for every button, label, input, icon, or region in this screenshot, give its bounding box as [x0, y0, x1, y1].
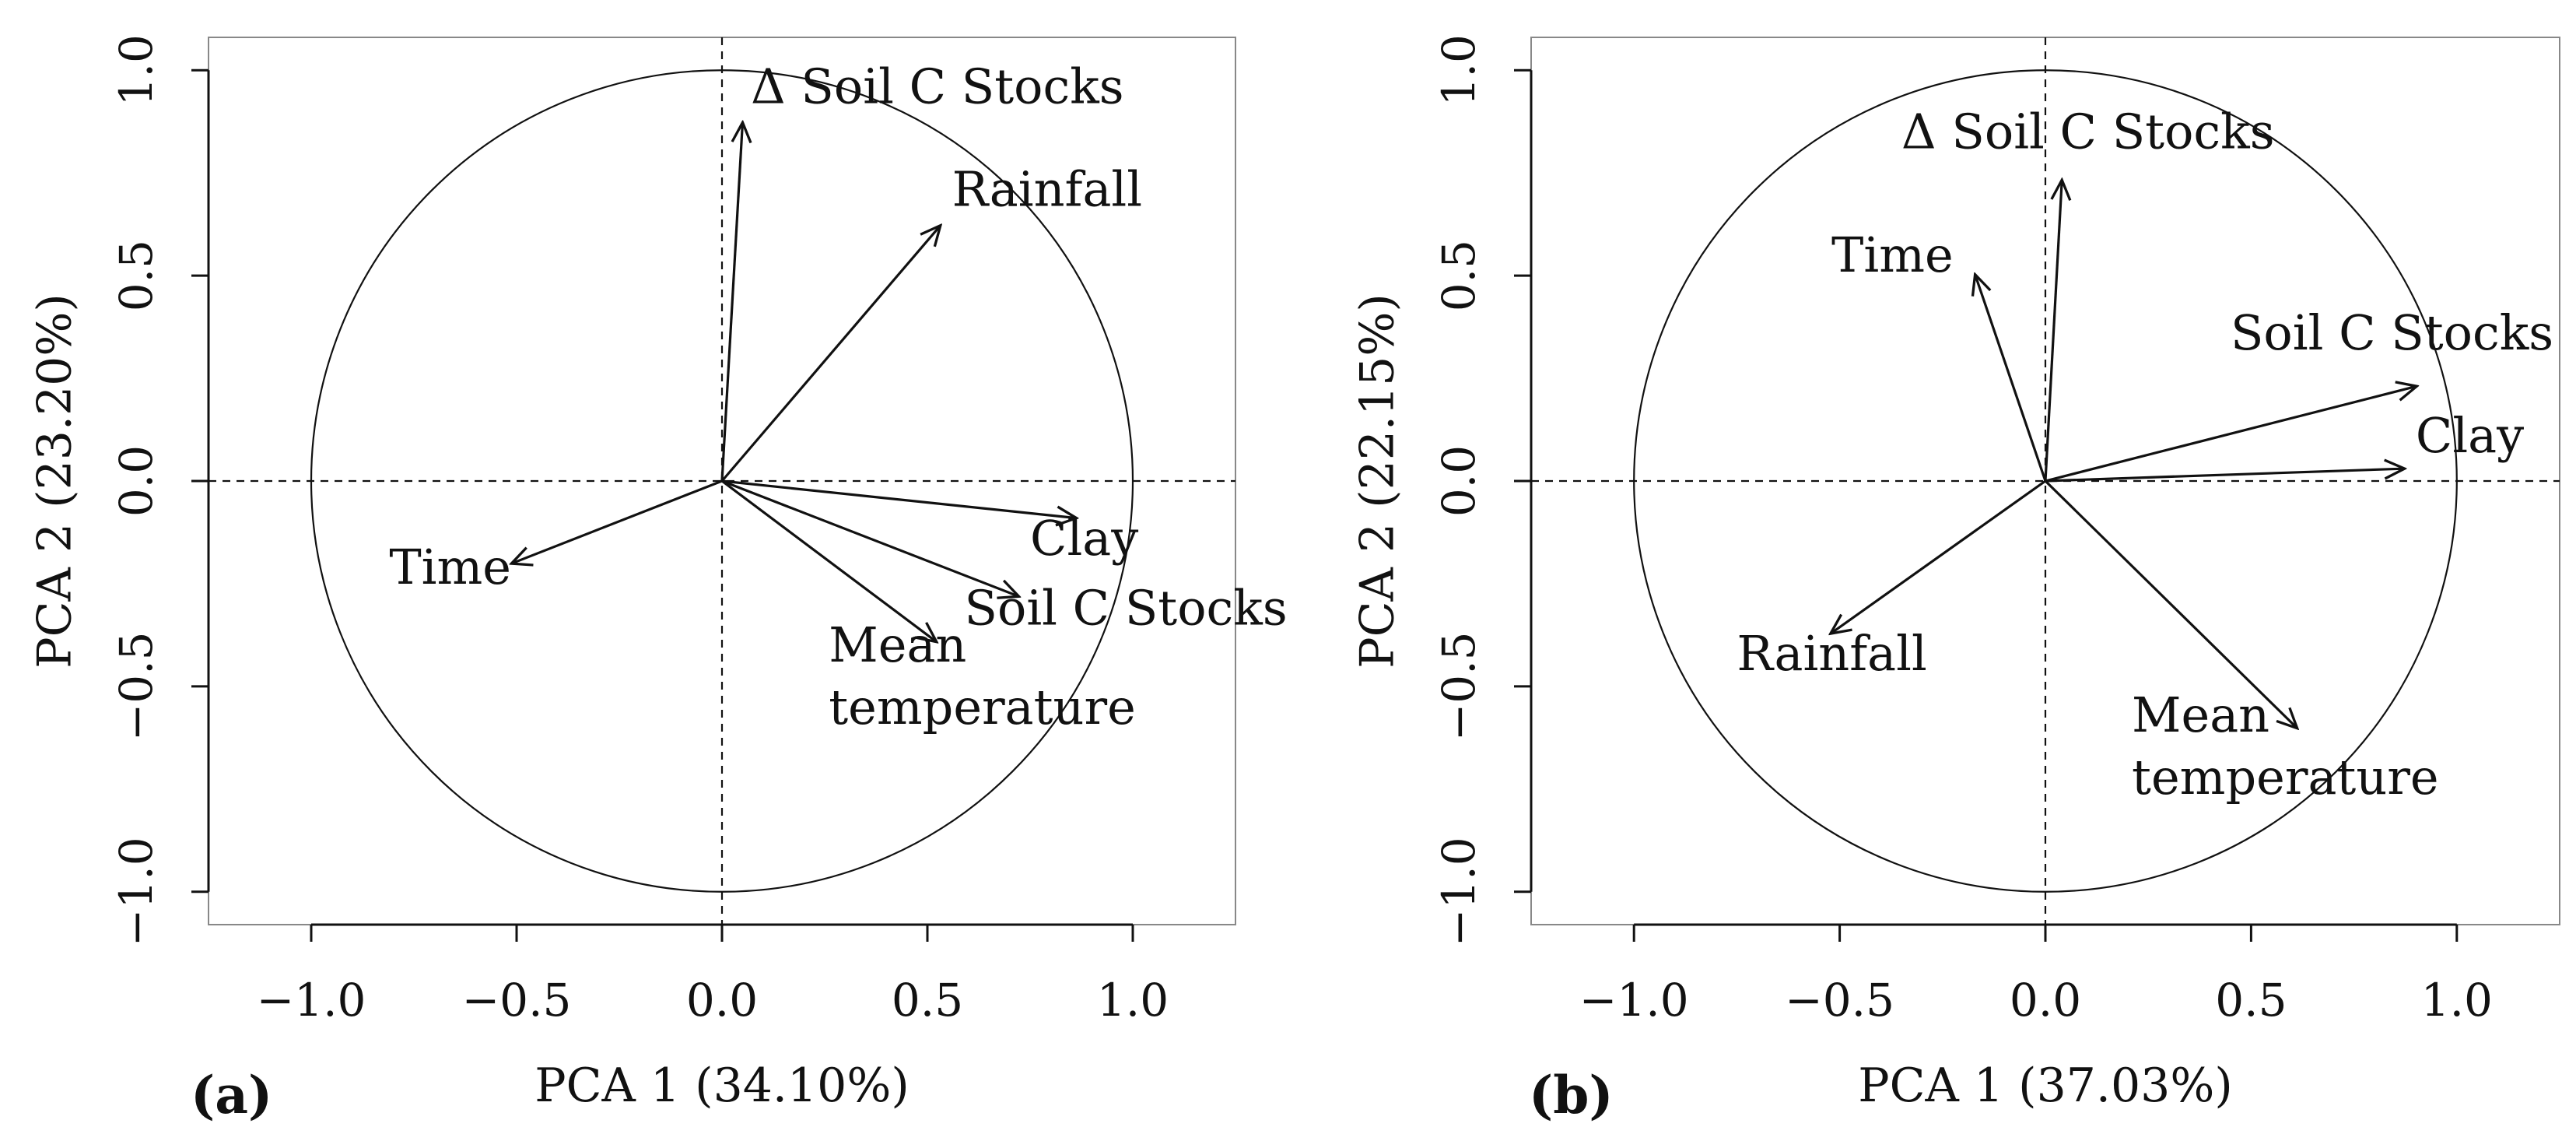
loading-arrow — [2044, 181, 2062, 482]
variable-label: Soil C Stocks — [965, 580, 1288, 637]
variable-label: Clay — [2416, 407, 2524, 464]
correlation-circle — [1633, 69, 2458, 893]
variable-label: Mean — [829, 616, 966, 673]
panel-label: (b) — [1529, 1065, 1614, 1125]
variable-label: temperature — [2132, 749, 2439, 806]
variable-label: Time — [1831, 226, 1954, 283]
loading-arrow — [721, 479, 1018, 596]
x-axis-title: PCA 1 (34.10%) — [534, 1058, 909, 1113]
x-tick-label: 0.0 — [686, 974, 758, 1027]
x-tick-label: 1.0 — [2421, 974, 2493, 1027]
loading-arrow — [513, 479, 723, 563]
variable-label: Rainfall — [952, 160, 1142, 217]
variable-label: temperature — [829, 679, 1136, 736]
x-tick-label: −0.5 — [1785, 974, 1894, 1027]
loading-arrow — [2045, 387, 2416, 483]
y-tick-label: 1.0 — [1432, 34, 1485, 106]
x-tick-label: −1.0 — [257, 974, 366, 1027]
x-tick-label: 0.5 — [2215, 974, 2287, 1027]
x-tick-label: −1.0 — [1579, 974, 1689, 1027]
panel-a: −1.0 −0.5 0.0 0.5 1.0 −1.0 −0.5 0.0 0.5 1.0 Δ Soil… — [28, 34, 1288, 1125]
y-tick-label: 0.5 — [1432, 240, 1485, 311]
y-axis-title: PCA 2 (22.15%) — [1351, 293, 1405, 669]
variable-label: Clay — [1030, 510, 1138, 567]
loading-arrow — [1975, 276, 2047, 482]
variable-label: Rainfall — [1737, 625, 1926, 682]
variable-label: Δ Soil C Stocks — [1901, 104, 2275, 160]
x-axis-title: PCA 1 (37.03%) — [1858, 1058, 2233, 1113]
y-tick-label: 0.5 — [110, 240, 163, 311]
y-tick-label: −1.0 — [1432, 837, 1485, 946]
y-tick-label: −1.0 — [110, 837, 163, 946]
loading-arrow — [720, 226, 940, 483]
x-tick-label: 1.0 — [1097, 974, 1169, 1027]
y-tick-label: 1.0 — [110, 34, 163, 106]
variable-label: Soil C Stocks — [2231, 304, 2553, 361]
loading-arrow — [721, 479, 1075, 518]
y-tick-label: 0.0 — [1432, 445, 1485, 517]
loading-arrow — [2045, 469, 2403, 483]
loading-arrow — [2044, 479, 2297, 728]
correlation-circle — [310, 69, 1134, 893]
y-tick-label: 0.0 — [110, 445, 163, 517]
variable-label: Mean — [2132, 686, 2269, 743]
variable-label: Δ Soil C Stocks — [751, 58, 1124, 114]
loading-arrow — [721, 479, 936, 641]
x-tick-label: 0.5 — [892, 974, 963, 1027]
panel-b: −1.0 −0.5 0.0 0.5 1.0 −1.0 −0.5 0.0 0.5 1.0 Δ Soil… — [1351, 34, 2560, 1125]
panel-label: (a) — [191, 1065, 272, 1125]
variable-label: Time — [389, 539, 511, 595]
x-tick-label: 0.0 — [2010, 974, 2081, 1027]
y-tick-label: −0.5 — [1432, 631, 1485, 741]
loading-arrow — [1831, 479, 2046, 633]
y-tick-label: −0.5 — [110, 631, 163, 741]
x-tick-label: −0.5 — [462, 974, 572, 1027]
y-axis-title: PCA 2 (23.20%) — [28, 293, 82, 669]
loading-arrow — [720, 124, 742, 482]
